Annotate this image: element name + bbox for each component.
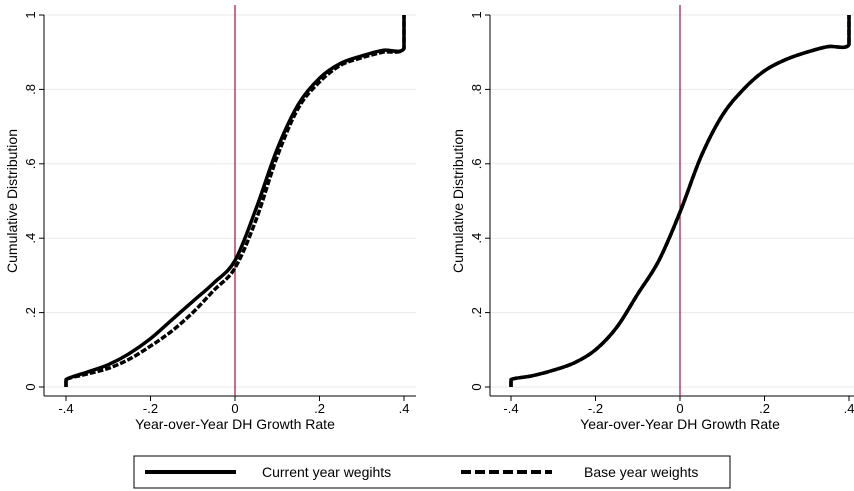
y-tick-label: 1: [469, 11, 484, 18]
x-tick-label: .4: [844, 401, 854, 416]
series-line-base-year-weights: [64, 15, 406, 387]
y-tick-label: .8: [23, 84, 38, 95]
y-tick-label: .2: [23, 307, 38, 318]
x-axis-title: Year-over-Year DH Growth Rate: [135, 416, 335, 432]
legend-label-current: Current year wegihts: [262, 464, 391, 480]
x-tick-label: .4: [399, 401, 410, 416]
y-tick-label: .6: [469, 158, 484, 169]
y-tick-label: 1: [23, 11, 38, 18]
y-tick-label: .4: [23, 233, 38, 244]
y-tick-label: .4: [469, 233, 484, 244]
x-tick-label: -.4: [503, 401, 518, 416]
y-tick-label: .6: [23, 158, 38, 169]
chart-panels: 0 .2 .4 .6 .8 1 -.4 -.2 0 .2 .4 Year-over-Year DH G…: [4, 5, 854, 432]
x-axis-title: Year-over-Year DH Growth Rate: [580, 416, 780, 432]
y-axis-title: Cumulative Distribution: [4, 129, 20, 273]
x-tick-label: -.2: [588, 401, 603, 416]
y-tick-label: 0: [23, 383, 38, 390]
x-tick-label: .2: [759, 401, 770, 416]
x-tick-label: .2: [314, 401, 325, 416]
x-tick-label: 0: [231, 401, 238, 416]
legend-label-base: Base year weights: [584, 464, 698, 480]
y-tick-label: .2: [469, 307, 484, 318]
chart-panel-1: 0 .2 .4 .6 .8 1 -.4 -.2 0 .2 .4 Year-over-Year DH G…: [4, 5, 416, 432]
chart-panel-2: 0 .2 .4 .6 .8 1 -.4 -.2 0 .2 .4 Year-over-Year DH G…: [450, 5, 854, 432]
x-tick-label: -.4: [58, 401, 73, 416]
y-tick-label: 0: [469, 383, 484, 390]
x-tick-label: -.2: [143, 401, 158, 416]
series-line-base-year-weights: [509, 15, 851, 387]
y-axis-title: Cumulative Distribution: [450, 129, 466, 273]
legend: Current year wegihts Base year weights: [133, 455, 731, 489]
y-tick-label: .8: [469, 84, 484, 95]
x-tick-label: 0: [676, 401, 683, 416]
